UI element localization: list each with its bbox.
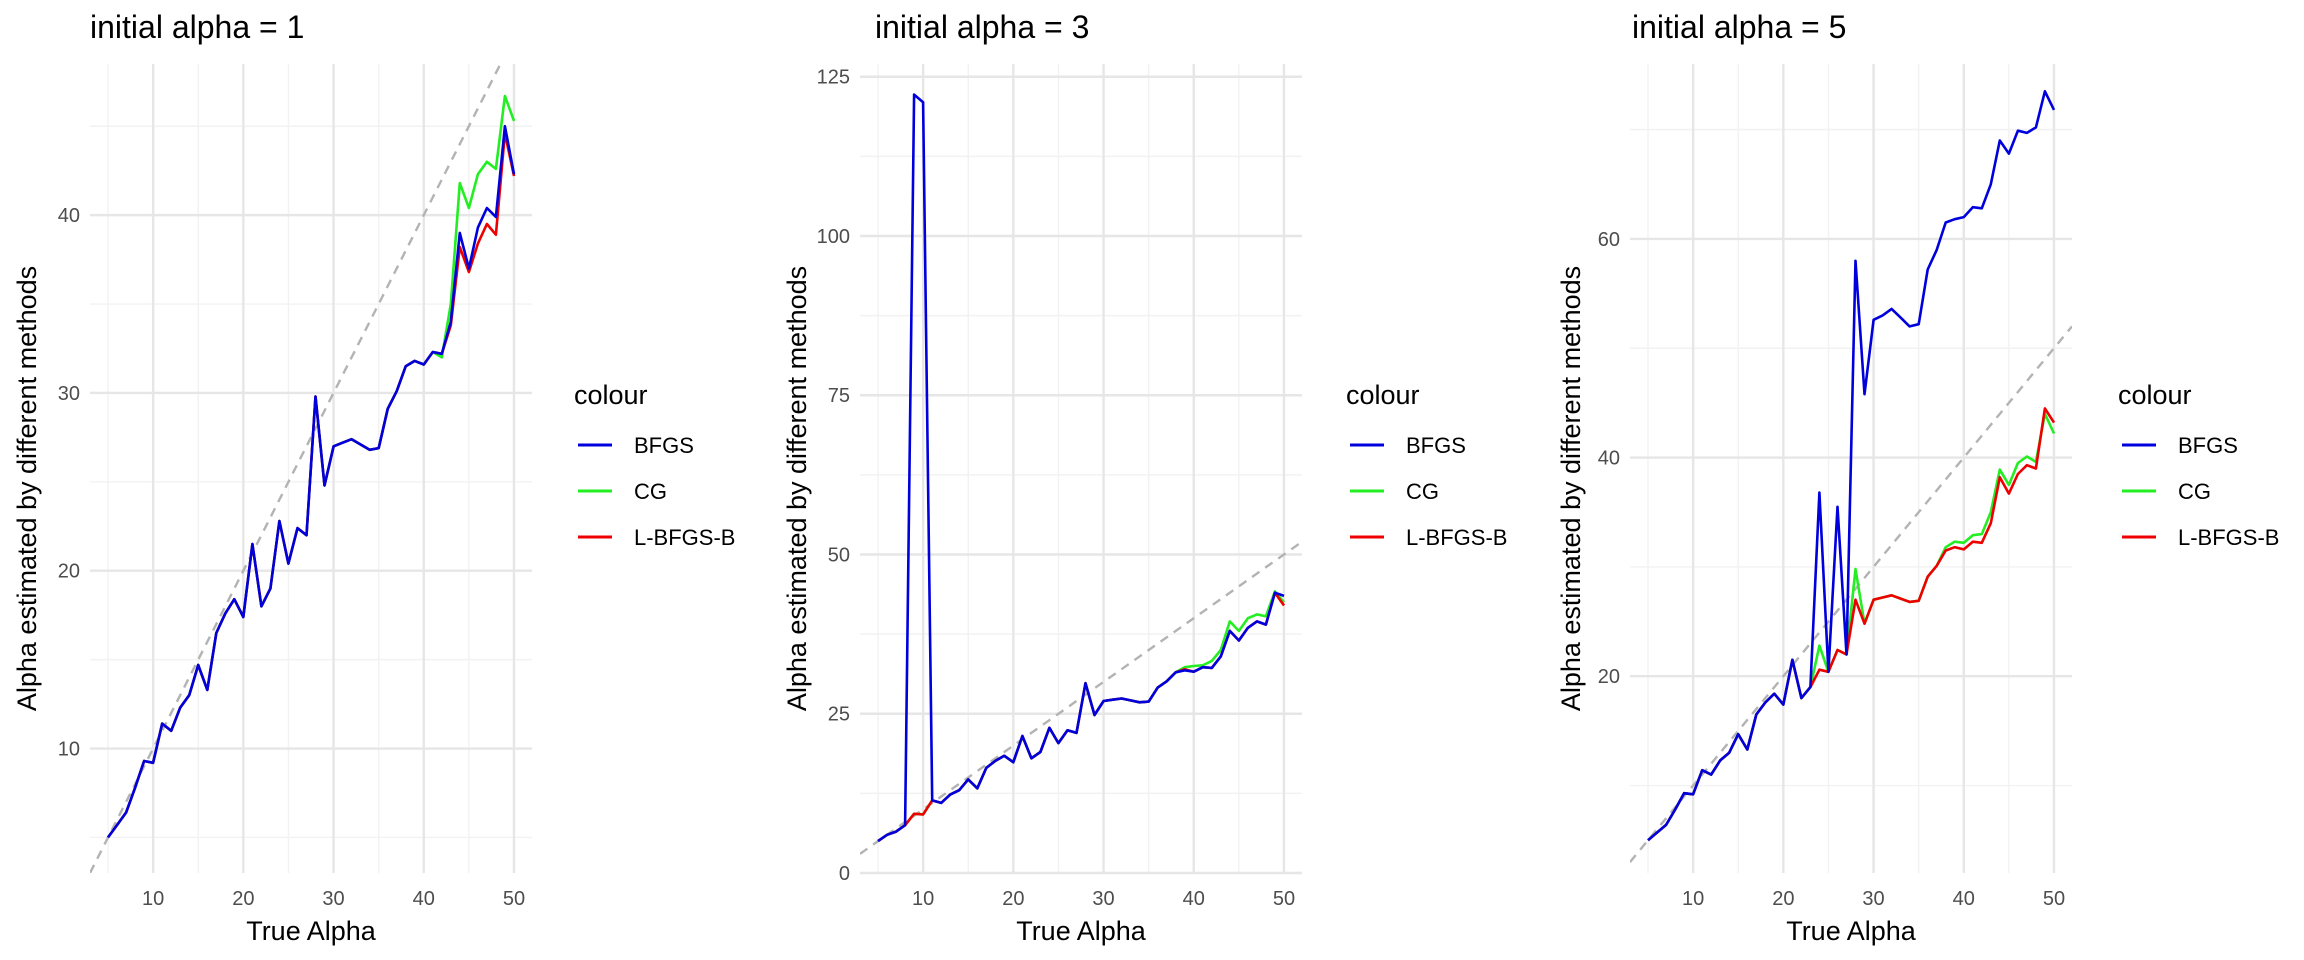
y-axis-label: Alpha estimated by different methods — [782, 266, 812, 711]
y-tick-label: 50 — [828, 544, 850, 566]
y-tick-label: 10 — [58, 739, 80, 761]
y-tick-label: 60 — [1598, 229, 1620, 251]
x-tick-label: 10 — [1682, 888, 1704, 910]
x-tick-label: 40 — [1183, 888, 1205, 910]
x-tick-label: 20 — [1002, 888, 1024, 910]
chart-panel-3: 10 20 30 40 50 20 40 60 initial alpha = 5 True Al… — [1556, 9, 2279, 946]
x-tick-label: 30 — [1862, 888, 1884, 910]
x-tick-label: 50 — [503, 888, 525, 910]
reference-line — [1630, 325, 2072, 863]
y-tick-label: 30 — [58, 383, 80, 405]
legend-label-l-bfgs-b: L-BFGS-B — [2178, 525, 2279, 550]
y-tick-label: 20 — [58, 561, 80, 583]
reference-line — [860, 540, 1302, 855]
legend-label-cg: CG — [634, 479, 667, 504]
chart-title: initial alpha = 1 — [90, 9, 304, 45]
x-tick-label: 50 — [1273, 888, 1295, 910]
reference-line — [90, 64, 502, 873]
chart-title: initial alpha = 3 — [875, 9, 1089, 45]
y-tick-label: 75 — [828, 385, 850, 407]
legend-title: colour — [574, 380, 648, 410]
grid — [90, 64, 532, 873]
legend-title: colour — [2118, 380, 2192, 410]
chart-panel-1: 10 20 30 40 50 10 20 30 40 initial alpha = 1 True … — [12, 9, 735, 946]
x-tick-label: 50 — [2043, 888, 2065, 910]
chart-panel-2: 10 20 30 40 50 0 25 50 75 100 125 initial alpha = 3… — [782, 9, 1507, 946]
legend-label-cg: CG — [1406, 479, 1439, 504]
x-tick-label: 40 — [413, 888, 435, 910]
grid — [860, 64, 1302, 875]
y-axis-label: Alpha estimated by different methods — [12, 266, 42, 711]
legend: colour BFGS CG L-BFGS-B — [1346, 380, 1507, 550]
x-tick-label: 40 — [1953, 888, 1975, 910]
x-axis-label: True Alpha — [1786, 916, 1917, 946]
chart-title: initial alpha = 5 — [1632, 9, 1846, 45]
x-tick-label: 20 — [1772, 888, 1794, 910]
y-tick-label: 40 — [58, 205, 80, 227]
legend-label-bfgs: BFGS — [634, 433, 694, 458]
series-line-l-bfgs-b — [877, 591, 1286, 843]
x-axis-label: True Alpha — [246, 916, 377, 946]
series-line-bfgs — [877, 93, 1285, 843]
x-tick-label: 10 — [142, 888, 164, 910]
series-line-bfgs — [1647, 90, 2056, 842]
y-tick-label: 40 — [1598, 448, 1620, 470]
legend-label-l-bfgs-b: L-BFGS-B — [1406, 525, 1507, 550]
grid — [1630, 64, 2072, 873]
x-tick-label: 30 — [322, 888, 344, 910]
series-line-cg — [877, 590, 1285, 843]
y-tick-label: 100 — [817, 226, 850, 248]
y-axis-label: Alpha estimated by different methods — [1556, 266, 1586, 711]
x-axis-label: True Alpha — [1016, 916, 1147, 946]
x-tick-label: 10 — [912, 888, 934, 910]
legend: colour BFGS CG L-BFGS-B — [574, 380, 735, 550]
y-tick-label: 125 — [817, 67, 850, 89]
legend-label-l-bfgs-b: L-BFGS-B — [634, 525, 735, 550]
legend: colour BFGS CG L-BFGS-B — [2118, 380, 2279, 550]
x-tick-label: 30 — [1092, 888, 1114, 910]
series-line-bfgs — [106, 124, 516, 839]
y-tick-label: 25 — [828, 704, 850, 726]
legend-label-bfgs: BFGS — [2178, 433, 2238, 458]
legend-label-cg: CG — [2178, 479, 2211, 504]
y-tick-label: 0 — [839, 863, 850, 885]
y-tick-label: 20 — [1598, 666, 1620, 688]
legend-title: colour — [1346, 380, 1420, 410]
x-tick-label: 20 — [232, 888, 254, 910]
legend-label-bfgs: BFGS — [1406, 433, 1466, 458]
